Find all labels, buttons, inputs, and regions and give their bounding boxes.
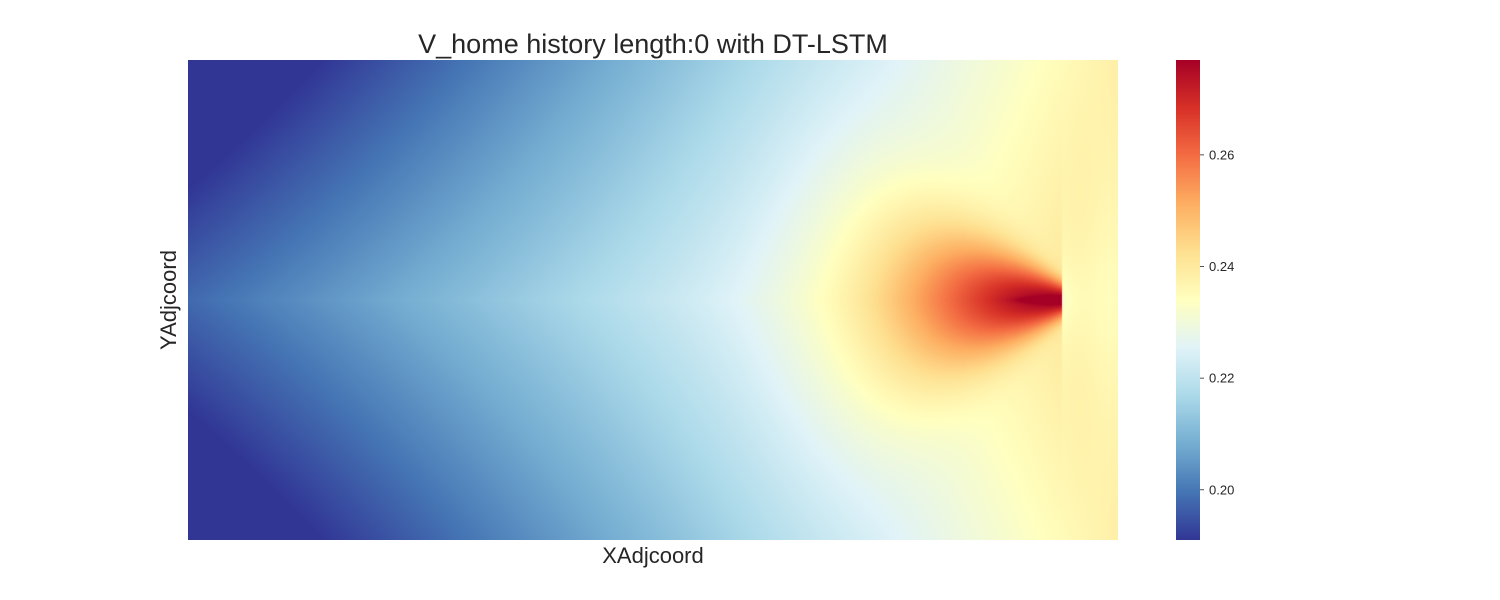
colorbar-tick-label: 0.26 [1209,147,1234,162]
x-axis-label: XAdjcoord [602,543,704,568]
colorbar-tick-label: 0.22 [1209,371,1234,386]
y-axis-label: YAdjcoord [156,250,181,350]
colorbar: 0.20 0.22 0.24 0.26 [1176,60,1234,540]
heatmap-cells [188,60,1118,540]
colorbar-gradient [1176,60,1200,540]
chart-title: V_home history length:0 with DT-LSTM [418,29,888,59]
colorbar-tick-label: 0.24 [1209,259,1234,274]
heatmap-area [188,60,1118,540]
colorbar-ticks: 0.20 0.22 0.24 0.26 [1200,147,1234,497]
colorbar-tick-label: 0.20 [1209,482,1234,497]
